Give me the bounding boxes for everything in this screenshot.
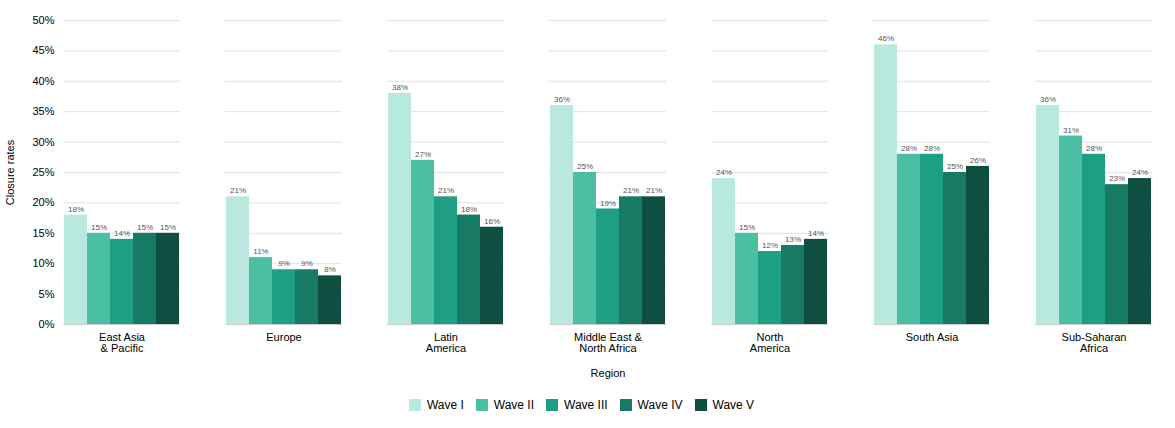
svg-text:Region: Region [591,367,626,379]
svg-text:20%: 20% [32,196,54,208]
svg-text:Middle East &North Africa: Middle East &North Africa [574,331,643,354]
svg-text:8%: 8% [324,265,336,274]
svg-text:15%: 15% [160,223,176,232]
svg-text:10%: 10% [32,257,54,269]
svg-text:9%: 9% [278,259,290,268]
svg-text:21%: 21% [438,186,454,195]
svg-text:15%: 15% [91,223,107,232]
svg-text:18%: 18% [68,205,84,214]
svg-text:35%: 35% [32,105,54,117]
svg-text:28%: 28% [901,144,917,153]
svg-text:Europe: Europe [266,331,301,343]
svg-text:15%: 15% [739,223,755,232]
svg-text:South Asia: South Asia [906,331,959,343]
svg-text:15%: 15% [32,227,54,239]
svg-text:14%: 14% [808,229,824,238]
svg-text:NorthAmerica: NorthAmerica [750,331,791,354]
svg-text:LatinAmerica: LatinAmerica [426,331,467,354]
svg-text:21%: 21% [623,186,639,195]
svg-text:30%: 30% [32,136,54,148]
svg-text:Sub-SaharanAfrica: Sub-SaharanAfrica [1062,331,1127,354]
svg-text:40%: 40% [32,75,54,87]
svg-text:23%: 23% [1109,174,1125,183]
html-text:Wave I: Wave I [426,397,464,412]
svg-text:31%: 31% [1063,126,1079,135]
svg-text:9%: 9% [301,259,313,268]
svg-text:14%: 14% [114,229,130,238]
svg-text:13%: 13% [785,235,801,244]
svg-text:5%: 5% [39,288,55,300]
svg-text:45%: 45% [32,44,54,56]
svg-text:46%: 46% [878,34,894,43]
html-text:Wave V: Wave V [712,397,755,412]
svg-text:Closure rates: Closure rates [4,139,16,205]
svg-text:21%: 21% [230,186,246,195]
svg-text:28%: 28% [1086,144,1102,153]
svg-text:25%: 25% [32,166,54,178]
html-text:Wave III: Wave III [564,397,608,412]
svg-text:36%: 36% [554,95,570,104]
svg-text:18%: 18% [461,205,477,214]
svg-text:38%: 38% [392,83,408,92]
svg-text:19%: 19% [600,199,616,208]
html-text:Wave II: Wave II [493,397,534,412]
svg-text:28%: 28% [924,144,940,153]
svg-text:15%: 15% [137,223,153,232]
svg-text:0%: 0% [39,318,55,330]
svg-text:21%: 21% [646,186,662,195]
svg-text:11%: 11% [253,247,268,256]
svg-text:50%: 50% [32,14,54,26]
svg-text:24%: 24% [1132,168,1148,177]
svg-text:25%: 25% [577,162,593,171]
html-text:Wave IV: Wave IV [637,397,683,412]
svg-text:24%: 24% [716,168,732,177]
svg-text:25%: 25% [947,162,963,171]
svg-text:East Asia& Pacific: East Asia& Pacific [99,331,146,354]
svg-text:16%: 16% [484,217,500,226]
svg-text:27%: 27% [415,150,431,159]
svg-text:26%: 26% [970,156,986,165]
svg-text:12%: 12% [762,241,778,250]
svg-text:36%: 36% [1040,95,1056,104]
